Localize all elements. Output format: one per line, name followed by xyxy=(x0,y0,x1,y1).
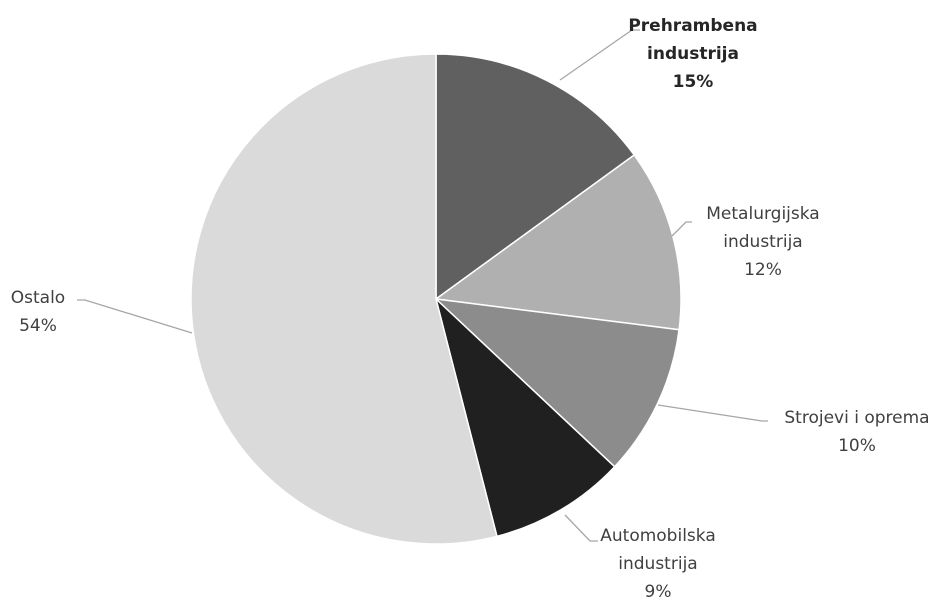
value-label: 12% xyxy=(688,256,838,284)
category-label: Prehrambena industrija xyxy=(623,12,763,68)
slice-label: Ostalo 54% xyxy=(0,284,78,340)
slice-label: Prehrambena industrija 15% xyxy=(623,12,763,96)
slices xyxy=(191,54,681,544)
value-label: 54% xyxy=(0,312,78,340)
value-label: 9% xyxy=(583,578,733,606)
category-label: Metalurgijska industrija xyxy=(688,200,838,256)
category-label: Automobilska industrija xyxy=(583,522,733,578)
value-label: 15% xyxy=(623,68,763,96)
value-label: 10% xyxy=(770,432,944,460)
slice-label: Strojevi i oprema 10% xyxy=(770,404,944,460)
leader-line xyxy=(77,300,192,333)
category-label: Strojevi i oprema xyxy=(770,404,944,432)
category-label: Ostalo xyxy=(0,284,78,312)
slice-label: Automobilska industrija 9% xyxy=(583,522,733,606)
slice-label: Metalurgijska industrija 12% xyxy=(688,200,838,284)
leader-line xyxy=(658,405,768,421)
